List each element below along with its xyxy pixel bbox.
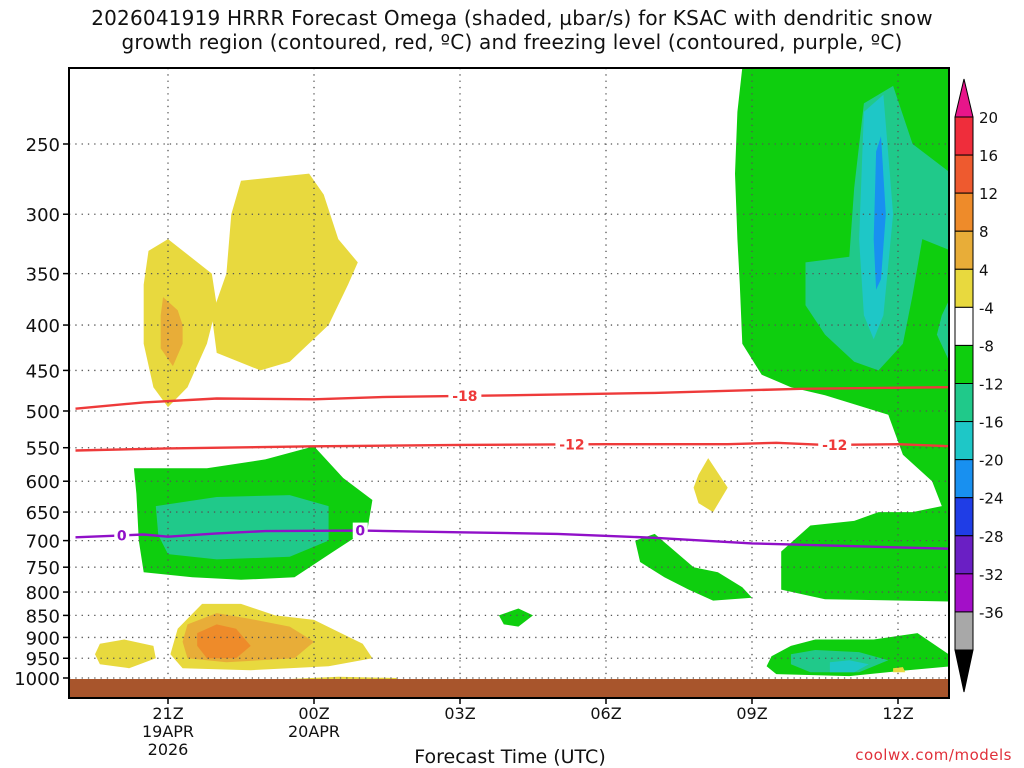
contour-label-bg-dendritic-snow-minus18-0	[448, 387, 482, 404]
y-tick-label-950: 950	[26, 649, 60, 670]
y-tick-label-250: 250	[26, 135, 60, 156]
omega-region-cyan-core-lower-right	[829, 660, 869, 673]
colorbar-label-13: -36	[979, 604, 1004, 622]
colorbar-bin-10	[954, 497, 974, 537]
x-tick-sublabel-00Z-0: 20APR	[288, 722, 340, 741]
colorbar-top-arrow	[954, 78, 974, 118]
x-tick-label-03Z: 03Z	[444, 704, 475, 723]
y-tick-label-900: 900	[26, 628, 60, 649]
plot-frame	[68, 67, 950, 699]
contour-label-dendritic-snow-minus12-1: -12	[822, 438, 847, 454]
y-tick-label-650: 650	[26, 503, 60, 524]
colorbar-bin-11	[954, 535, 974, 575]
contour-label-bg-dendritic-snow-minus12-1	[818, 436, 852, 453]
y-tick-label-800: 800	[26, 583, 60, 604]
colorbar-bottom-arrow	[954, 649, 974, 693]
omega-shading	[95, 68, 949, 682]
contour-label-bg-freezing-level-0-1	[352, 522, 368, 539]
colorbar-bin-0	[954, 116, 974, 156]
x-tick-label-12Z: 12Z	[882, 704, 913, 723]
colorbar-label-6: -8	[979, 337, 994, 355]
omega-region-yellow-dot-lower-right	[893, 667, 906, 673]
omega-region-green-small-blob-center-low	[498, 608, 533, 627]
contour-label-dendritic-snow-minus18-0: -18	[452, 389, 477, 405]
contour-label-freezing-level-0-1: 0	[355, 524, 365, 540]
colorbar-label-5: -4	[979, 299, 994, 317]
contour-freezing-level-0	[75, 529, 949, 550]
x-tick-label-06Z: 06Z	[590, 704, 621, 723]
colorbar-label-7: -12	[979, 376, 1004, 394]
omega-region-orange-core-left-upper	[160, 297, 183, 367]
contour-label-dendritic-snow-minus12-0: -12	[559, 437, 584, 453]
chart-title-line-2: growth region (contoured, red, ºC) and f…	[121, 30, 903, 54]
y-tick-label-750: 750	[26, 558, 60, 579]
omega-region-yellow-small-blob-left-low	[95, 639, 156, 669]
x-tick-label-00Z: 00Z	[298, 704, 329, 723]
omega-region-blue-core-upper-right	[873, 136, 886, 290]
colorbar-bin-9	[954, 459, 974, 499]
colorbar-bin-2	[954, 192, 974, 232]
colorbar-label-1: 16	[979, 147, 998, 165]
colorbar-bin-8	[954, 421, 974, 461]
grid-lines	[69, 68, 949, 698]
colorbar-label-12: -32	[979, 566, 1004, 584]
colorbar-label-9: -20	[979, 452, 1004, 470]
colorbar-label-4: 4	[979, 261, 989, 279]
x-tick-label-09Z: 09Z	[736, 704, 767, 723]
colorbar-label-10: -24	[979, 490, 1004, 508]
colorbar-bin-7	[954, 383, 974, 423]
colorbar-label-0: 20	[979, 109, 998, 127]
y-axis: 2503003504004505005506006507007508008509…	[14, 135, 69, 690]
y-tick-label-550: 550	[26, 439, 60, 460]
x-axis-label: Forecast Time (UTC)	[414, 746, 605, 768]
omega-region-teal-blob-left-mid	[155, 495, 329, 560]
x-tick-sublabel-21Z-0: 19APR	[142, 722, 194, 741]
chart-title-line-1: 2026041919 HRRR Forecast Omega (shaded, …	[91, 6, 933, 30]
colorbar-label-8: -16	[979, 414, 1004, 432]
omega-colorbar: 20 16 12 8 4 -4 -8 -12 -16 -20 -24 -28 -32 -36	[954, 78, 1004, 693]
chart-title: 2026041919 HRRR Forecast Omega (shaded, …	[0, 6, 1024, 54]
colorbar-bin-6	[954, 344, 974, 384]
contour-dendritic-snow-minus12	[75, 441, 949, 452]
x-tick-label-21Z: 21Z	[152, 704, 183, 723]
contour-label-bg-dendritic-snow-minus12-0	[555, 436, 589, 453]
y-tick-label-400: 400	[26, 316, 60, 337]
contour-dendritic-snow-minus18	[75, 386, 949, 410]
colorbar-label-11: -28	[979, 528, 1004, 546]
omega-region-orange-core-low-center	[197, 624, 251, 659]
y-tick-label-1000: 1000	[14, 669, 60, 690]
colorbar-bin-12	[954, 573, 974, 613]
y-tick-label-500: 500	[26, 402, 60, 423]
y-tick-label-350: 350	[26, 265, 60, 286]
colorbar-bin-1	[954, 154, 974, 194]
omega-region-teal-edge-right	[936, 300, 949, 361]
y-tick-label-300: 300	[26, 205, 60, 226]
source-watermark: coolwx.com/models	[855, 746, 1012, 764]
contour-label-bg-freezing-level-0-0	[114, 527, 130, 544]
x-tick-sublabel-21Z-1: 2026	[148, 740, 189, 759]
colorbar-bin-5	[954, 306, 974, 346]
y-tick-label-850: 850	[26, 606, 60, 627]
omega-region-yellow-small-blob-right	[693, 458, 728, 513]
colorbar-bin-4	[954, 268, 974, 308]
y-tick-label-600: 600	[26, 472, 60, 493]
colorbar-bin-13	[954, 611, 974, 651]
colorbar-label-3: 8	[979, 223, 989, 241]
omega-region-yellow-blob-center-upper	[211, 173, 358, 371]
colorbar-bin-3	[954, 230, 974, 270]
contour-lines: -18 -12 -12 0 0	[75, 386, 949, 550]
contour-label-freezing-level-0-0: 0	[117, 528, 127, 544]
y-tick-label-700: 700	[26, 532, 60, 553]
y-tick-label-450: 450	[26, 361, 60, 382]
terrain-ground	[69, 679, 949, 698]
colorbar-label-2: 12	[979, 185, 998, 203]
